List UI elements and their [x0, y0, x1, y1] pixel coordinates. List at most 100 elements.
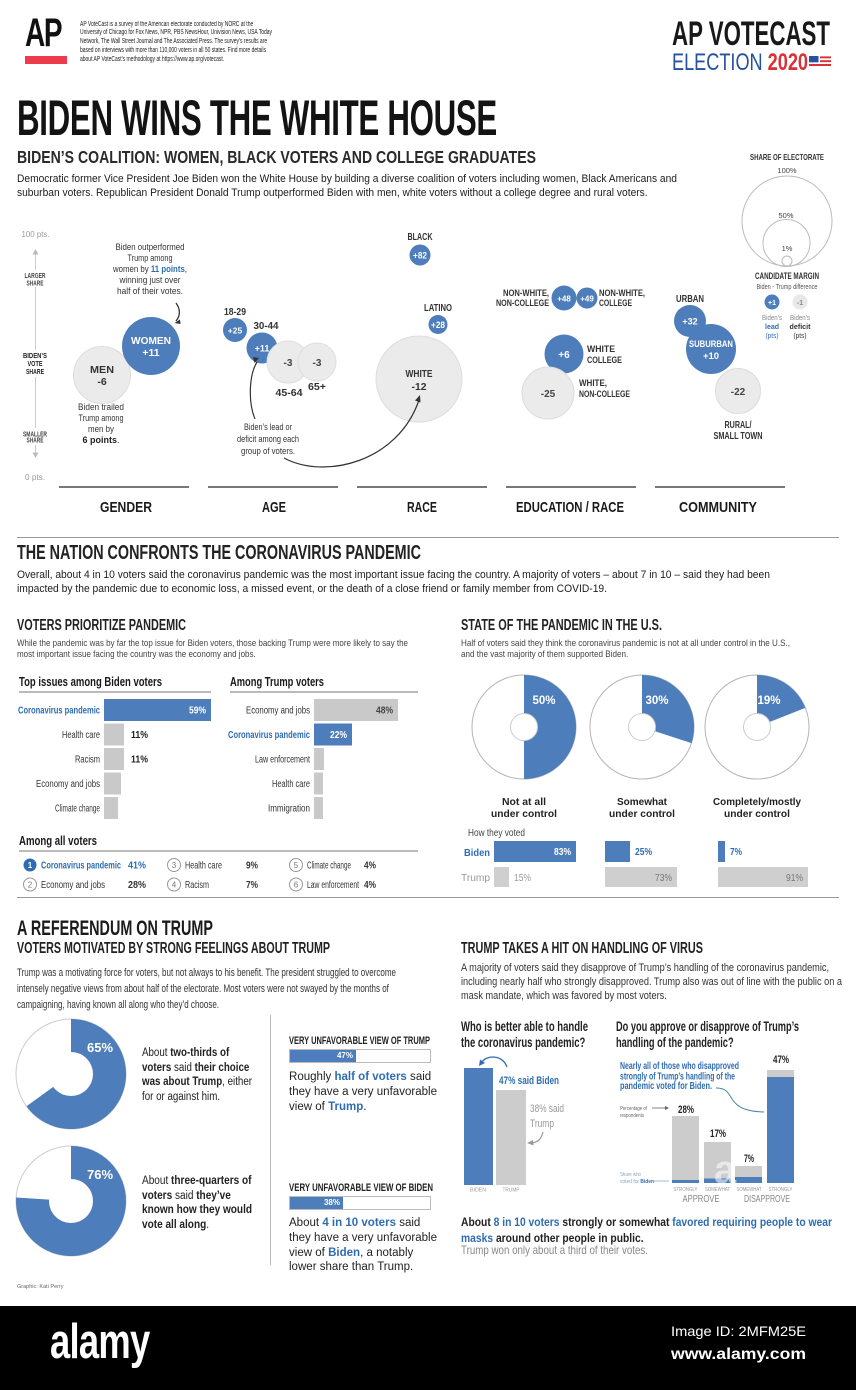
svg-text:Climate change: Climate change	[55, 804, 100, 815]
svg-text:Immigration: Immigration	[268, 804, 310, 815]
svg-text:NON-WHITE,: NON-WHITE,	[503, 288, 549, 299]
svg-text:91%: 91%	[786, 873, 803, 884]
svg-text:11%: 11%	[131, 730, 148, 741]
svg-text:-3: -3	[313, 358, 322, 369]
svg-text:45-64: 45-64	[276, 388, 303, 399]
svg-text:-22: -22	[731, 387, 746, 398]
svg-text:Racism: Racism	[185, 880, 209, 891]
svg-text:WHITE,: WHITE,	[579, 378, 607, 389]
svg-text:22%: 22%	[330, 730, 347, 741]
svg-text:STRONGLY: STRONGLY	[769, 1187, 794, 1193]
svg-text:6: 6	[294, 881, 299, 890]
svg-text:18-29: 18-29	[224, 307, 246, 318]
svg-text:-12: -12	[412, 381, 427, 393]
svg-text:under control: under control	[491, 808, 557, 820]
svg-text:SMALL TOWN: SMALL TOWN	[714, 431, 763, 442]
svg-text:Among Trump voters: Among Trump voters	[230, 674, 324, 689]
svg-text:LATINO: LATINO	[424, 303, 452, 314]
svg-text:17%: 17%	[710, 1128, 726, 1140]
svg-text:NON-COLLEGE: NON-COLLEGE	[496, 298, 549, 309]
svg-text:Economy and jobs: Economy and jobs	[41, 880, 105, 891]
svg-text:100%: 100%	[777, 166, 797, 175]
svg-text:+82: +82	[413, 251, 427, 261]
svg-text:Coronavirus pandemic: Coronavirus pandemic	[18, 706, 100, 717]
svg-text:group of voters.: group of voters.	[241, 446, 295, 456]
svg-text:47% said Biden: 47% said Biden	[499, 1075, 559, 1087]
svg-text:under control: under control	[609, 808, 675, 820]
svg-text:COMMUNITY: COMMUNITY	[679, 499, 757, 516]
svg-text:pandemic voted for Biden.: pandemic voted for Biden.	[620, 1080, 712, 1092]
svg-text:SHARE: SHARE	[27, 438, 44, 445]
svg-text:19%: 19%	[758, 693, 781, 707]
svg-text:65+: 65+	[308, 382, 326, 393]
svg-text:GENDER: GENDER	[100, 499, 152, 516]
svg-text:7%: 7%	[246, 880, 258, 891]
svg-text:(pts): (pts)	[794, 331, 807, 340]
svg-text:Completely/mostly: Completely/mostly	[713, 796, 801, 808]
svg-text:+6: +6	[558, 350, 570, 361]
svg-text:Biden - Trump difference: Biden - Trump difference	[757, 282, 818, 291]
svg-text:COLLEGE: COLLEGE	[599, 298, 632, 309]
svg-text:respondents: respondents	[620, 1113, 644, 1119]
svg-text:COLLEGE: COLLEGE	[587, 355, 622, 366]
svg-text:83%: 83%	[554, 847, 571, 858]
svg-text:strongly of Trump’s handling o: strongly of Trump’s handling of the	[620, 1071, 735, 1083]
svg-text:0 pts.: 0 pts.	[25, 472, 45, 482]
svg-text:+48: +48	[557, 295, 571, 304]
svg-text:under control: under control	[724, 808, 790, 820]
svg-text:SHARE OF ELECTORATE: SHARE OF ELECTORATE	[750, 152, 824, 162]
svg-text:STRONGLY: STRONGLY	[674, 1187, 699, 1193]
svg-text:RACE: RACE	[407, 499, 437, 516]
svg-text:(pts): (pts)	[766, 331, 779, 340]
svg-text:deficit: deficit	[790, 322, 811, 331]
svg-text:73%: 73%	[655, 873, 672, 884]
svg-text:BIDEN: BIDEN	[470, 1188, 486, 1194]
svg-text:47%: 47%	[773, 1054, 789, 1066]
svg-text:+10: +10	[703, 351, 719, 362]
svg-text:+32: +32	[682, 317, 697, 327]
svg-text:Biden outperformed: Biden outperformed	[116, 242, 185, 252]
svg-text:25%: 25%	[635, 847, 652, 858]
svg-text:SUBURBAN: SUBURBAN	[689, 339, 733, 350]
svg-text:Among all voters: Among all voters	[19, 833, 97, 848]
svg-text:SOMEWHAT: SOMEWHAT	[737, 1187, 762, 1193]
svg-text:Law enforcement: Law enforcement	[307, 880, 359, 891]
svg-text:APPROVE: APPROVE	[683, 1194, 720, 1205]
svg-text:11%: 11%	[131, 755, 148, 766]
svg-text:2: 2	[28, 881, 33, 890]
svg-text:Health care: Health care	[62, 730, 100, 741]
svg-text:lead: lead	[765, 322, 779, 331]
svg-text:Biden’s: Biden’s	[790, 313, 810, 322]
svg-text:Not at all: Not at all	[502, 796, 546, 808]
svg-text:-3: -3	[284, 358, 293, 369]
svg-text:4: 4	[172, 881, 177, 890]
svg-text:AGE: AGE	[262, 499, 286, 516]
svg-text:41%: 41%	[128, 861, 146, 872]
svg-text:WHITE: WHITE	[406, 368, 433, 380]
svg-text:+49: +49	[580, 295, 594, 304]
svg-text:-25: -25	[541, 389, 556, 400]
svg-text:48%: 48%	[376, 706, 393, 717]
svg-text:NON-COLLEGE: NON-COLLEGE	[579, 389, 630, 400]
svg-text:9%: 9%	[246, 861, 258, 872]
svg-text:SHARE: SHARE	[26, 367, 44, 376]
svg-text:100 pts.: 100 pts.	[22, 229, 50, 239]
svg-text:7%: 7%	[730, 847, 742, 858]
svg-text:Share who: Share who	[620, 1172, 641, 1178]
svg-text:a: a	[714, 1148, 737, 1192]
svg-text:How they voted: How they voted	[468, 828, 525, 839]
svg-text:BIDEN’S: BIDEN’S	[23, 351, 47, 360]
svg-text:half of their votes.: half of their votes.	[117, 286, 183, 296]
svg-text:EDUCATION / RACE: EDUCATION / RACE	[516, 499, 624, 516]
svg-text:Trump: Trump	[530, 1118, 554, 1130]
svg-text:URBAN: URBAN	[676, 294, 704, 305]
svg-text:Biden’s lead or: Biden’s lead or	[244, 422, 292, 432]
svg-text:28%: 28%	[128, 880, 146, 891]
svg-text:Health care: Health care	[272, 779, 310, 790]
svg-text:3: 3	[172, 861, 177, 870]
svg-text:SMALLER: SMALLER	[23, 431, 47, 438]
svg-text:TRUMP: TRUMP	[503, 1188, 520, 1194]
svg-text:4%: 4%	[364, 861, 376, 872]
svg-text:winning just over: winning just over	[119, 275, 181, 285]
svg-text:Coronavirus pandemic: Coronavirus pandemic	[41, 861, 121, 872]
